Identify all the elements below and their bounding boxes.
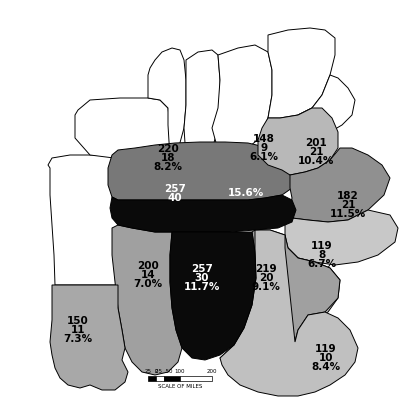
Polygon shape [184, 50, 220, 158]
Polygon shape [50, 285, 128, 390]
Text: 10: 10 [319, 353, 333, 363]
Text: 257: 257 [164, 183, 186, 193]
Polygon shape [112, 225, 182, 375]
Text: 8: 8 [318, 250, 326, 260]
Text: 7.3%: 7.3% [64, 334, 92, 344]
Text: 25: 25 [144, 369, 152, 374]
Polygon shape [170, 232, 256, 360]
Polygon shape [268, 28, 335, 118]
Bar [164, 376, 180, 381]
Text: 201: 201 [305, 138, 327, 148]
Text: 30: 30 [195, 273, 209, 283]
Polygon shape [110, 195, 296, 232]
Text: 119: 119 [311, 241, 333, 251]
Text: 6.7%: 6.7% [308, 259, 336, 269]
Text: 8.2%: 8.2% [154, 162, 182, 172]
Text: 40: 40 [168, 193, 182, 203]
Text: 11.5%: 11.5% [330, 209, 366, 219]
Bar [148, 376, 156, 381]
Text: SCALE OF MILES: SCALE OF MILES [158, 383, 202, 388]
Polygon shape [48, 155, 118, 285]
Text: 7.0%: 7.0% [134, 279, 162, 289]
Text: 9.1%: 9.1% [252, 282, 280, 292]
Text: 0: 0 [154, 369, 158, 374]
Text: 15.6%: 15.6% [228, 188, 264, 198]
Text: 119: 119 [315, 344, 337, 354]
Text: 11.7%: 11.7% [184, 282, 220, 292]
Text: 8.4%: 8.4% [312, 362, 340, 372]
Text: 21: 21 [341, 200, 355, 210]
Text: 6.1%: 6.1% [250, 152, 278, 162]
Polygon shape [108, 142, 296, 200]
Polygon shape [220, 230, 340, 375]
Text: 18: 18 [161, 153, 175, 163]
Polygon shape [272, 248, 340, 320]
Text: 150: 150 [67, 316, 89, 326]
Text: 148: 148 [253, 134, 275, 144]
Text: 21: 21 [309, 147, 323, 157]
Text: 11: 11 [71, 325, 85, 335]
Polygon shape [212, 45, 272, 155]
Bar [156, 376, 164, 381]
Polygon shape [290, 148, 390, 222]
Text: 219: 219 [255, 264, 277, 274]
Text: 182: 182 [337, 191, 359, 201]
Text: 25  50: 25 50 [155, 369, 173, 374]
Text: 257: 257 [191, 264, 213, 274]
Text: 10.4%: 10.4% [298, 156, 334, 166]
Bar [180, 376, 212, 381]
Text: 100: 100 [175, 369, 185, 374]
Polygon shape [148, 48, 186, 158]
Text: 220: 220 [157, 144, 179, 154]
Text: 200: 200 [137, 261, 159, 271]
Text: 200: 200 [207, 369, 217, 374]
Polygon shape [298, 75, 355, 138]
Polygon shape [258, 108, 338, 175]
Polygon shape [75, 98, 170, 158]
Polygon shape [220, 230, 358, 396]
Text: 20: 20 [259, 273, 273, 283]
Polygon shape [285, 208, 398, 265]
Text: 9: 9 [260, 143, 268, 153]
Text: 14: 14 [141, 270, 155, 280]
